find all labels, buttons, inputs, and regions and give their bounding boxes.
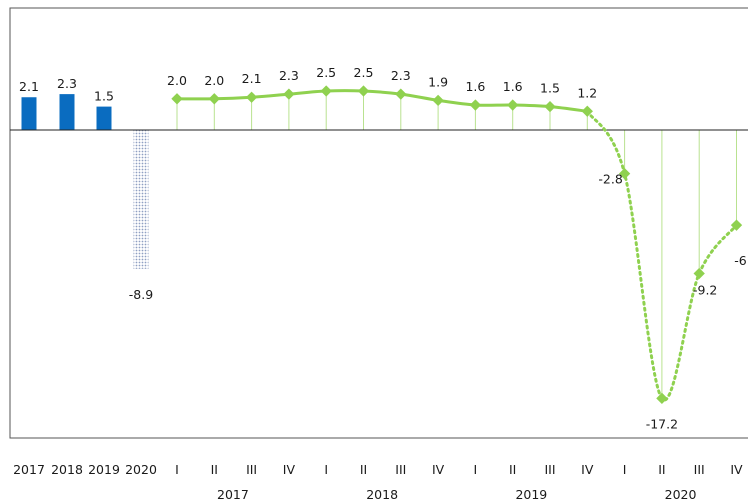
annual-bar (96, 106, 112, 130)
quarter-point (693, 267, 705, 280)
annual-bar-label: -8.9 (129, 287, 153, 302)
quarter-point (245, 91, 258, 103)
quarter-point (544, 100, 556, 113)
annual-bar-label: 1.5 (94, 89, 114, 104)
quarter-value-label: 1.6 (503, 79, 523, 94)
quarter-point (283, 88, 295, 100)
quarter-tick: II (211, 462, 218, 477)
year-label: 2018 (366, 487, 398, 502)
quarter-point (656, 392, 668, 404)
quarter-point (432, 94, 444, 107)
quarter-value-label: 2.5 (316, 65, 336, 80)
quarter-value-label: 2.3 (279, 68, 299, 83)
quarter-tick: III (395, 462, 406, 477)
annual-bars (21, 94, 149, 269)
quarter-value-label: 1.2 (577, 85, 597, 100)
quarter-point (618, 168, 631, 180)
quarter-tick: II (360, 462, 367, 477)
quarter-point (320, 85, 332, 97)
quarter-value-label: 2.1 (242, 71, 262, 86)
quarter-point (357, 85, 370, 97)
quarter-tick: III (694, 462, 705, 477)
quarter-value-label: -6.1 (734, 253, 748, 268)
quarter-value-label: -9.2 (693, 283, 717, 298)
annual-tick: 2018 (51, 462, 83, 477)
quarter-value-label: 1.6 (465, 79, 485, 94)
annual-bar (59, 94, 75, 130)
x-axis: 2017 2018 2019 2020 I II III IV I II III IV I II III IV… (13, 462, 743, 502)
annual-tick: 2020 (125, 462, 157, 477)
annual-bar (21, 97, 37, 130)
value-labels: 2.1 2.3 1.5 -8.9 2.0 2.0 2.1 2.3 2.5 2.5 2.3 1.9 1.6… (19, 65, 748, 431)
quarter-value-label: 1.9 (428, 74, 448, 89)
annual-bar (133, 130, 149, 269)
quarter-point (507, 99, 519, 111)
quarter-tick: III (246, 462, 257, 477)
quarter-tick: I (474, 462, 478, 477)
quarter-tick: I (175, 462, 179, 477)
annual-bar-label: 2.1 (19, 79, 39, 94)
quarter-value-label: 2.0 (167, 73, 187, 88)
quarter-point (208, 93, 220, 105)
quarter-tick: I (324, 462, 328, 477)
quarter-tick: IV (283, 462, 296, 477)
plot-frame (9, 7, 748, 439)
quarter-point (395, 88, 407, 100)
quarter-value-label: -17.2 (646, 416, 678, 431)
quarter-tick: IV (730, 462, 743, 477)
quarter-value-label: 2.5 (354, 65, 374, 80)
annual-bar-label: 2.3 (57, 76, 77, 91)
year-label: 2017 (217, 487, 249, 502)
quarterly-line-actual (176, 89, 588, 113)
quarter-stems (176, 91, 737, 399)
quarter-tick: I (623, 462, 627, 477)
quarter-tick: III (544, 462, 555, 477)
quarter-point (730, 219, 743, 231)
year-label: 2019 (515, 487, 547, 502)
annual-tick: 2017 (13, 462, 45, 477)
quarter-point (469, 99, 482, 111)
quarter-tick: II (509, 462, 516, 477)
quarter-tick: II (658, 462, 665, 477)
quarter-tick: IV (432, 462, 445, 477)
quarterly-series (171, 85, 743, 404)
quarter-value-label: 2.0 (204, 73, 224, 88)
quarter-point (171, 93, 183, 105)
quarter-value-label: 1.5 (540, 81, 560, 96)
year-label: 2020 (665, 487, 697, 502)
annual-tick: 2019 (88, 462, 120, 477)
quarter-tick: IV (581, 462, 594, 477)
quarter-value-label: -2.8 (598, 172, 622, 187)
quarter-value-label: 2.3 (391, 68, 411, 83)
